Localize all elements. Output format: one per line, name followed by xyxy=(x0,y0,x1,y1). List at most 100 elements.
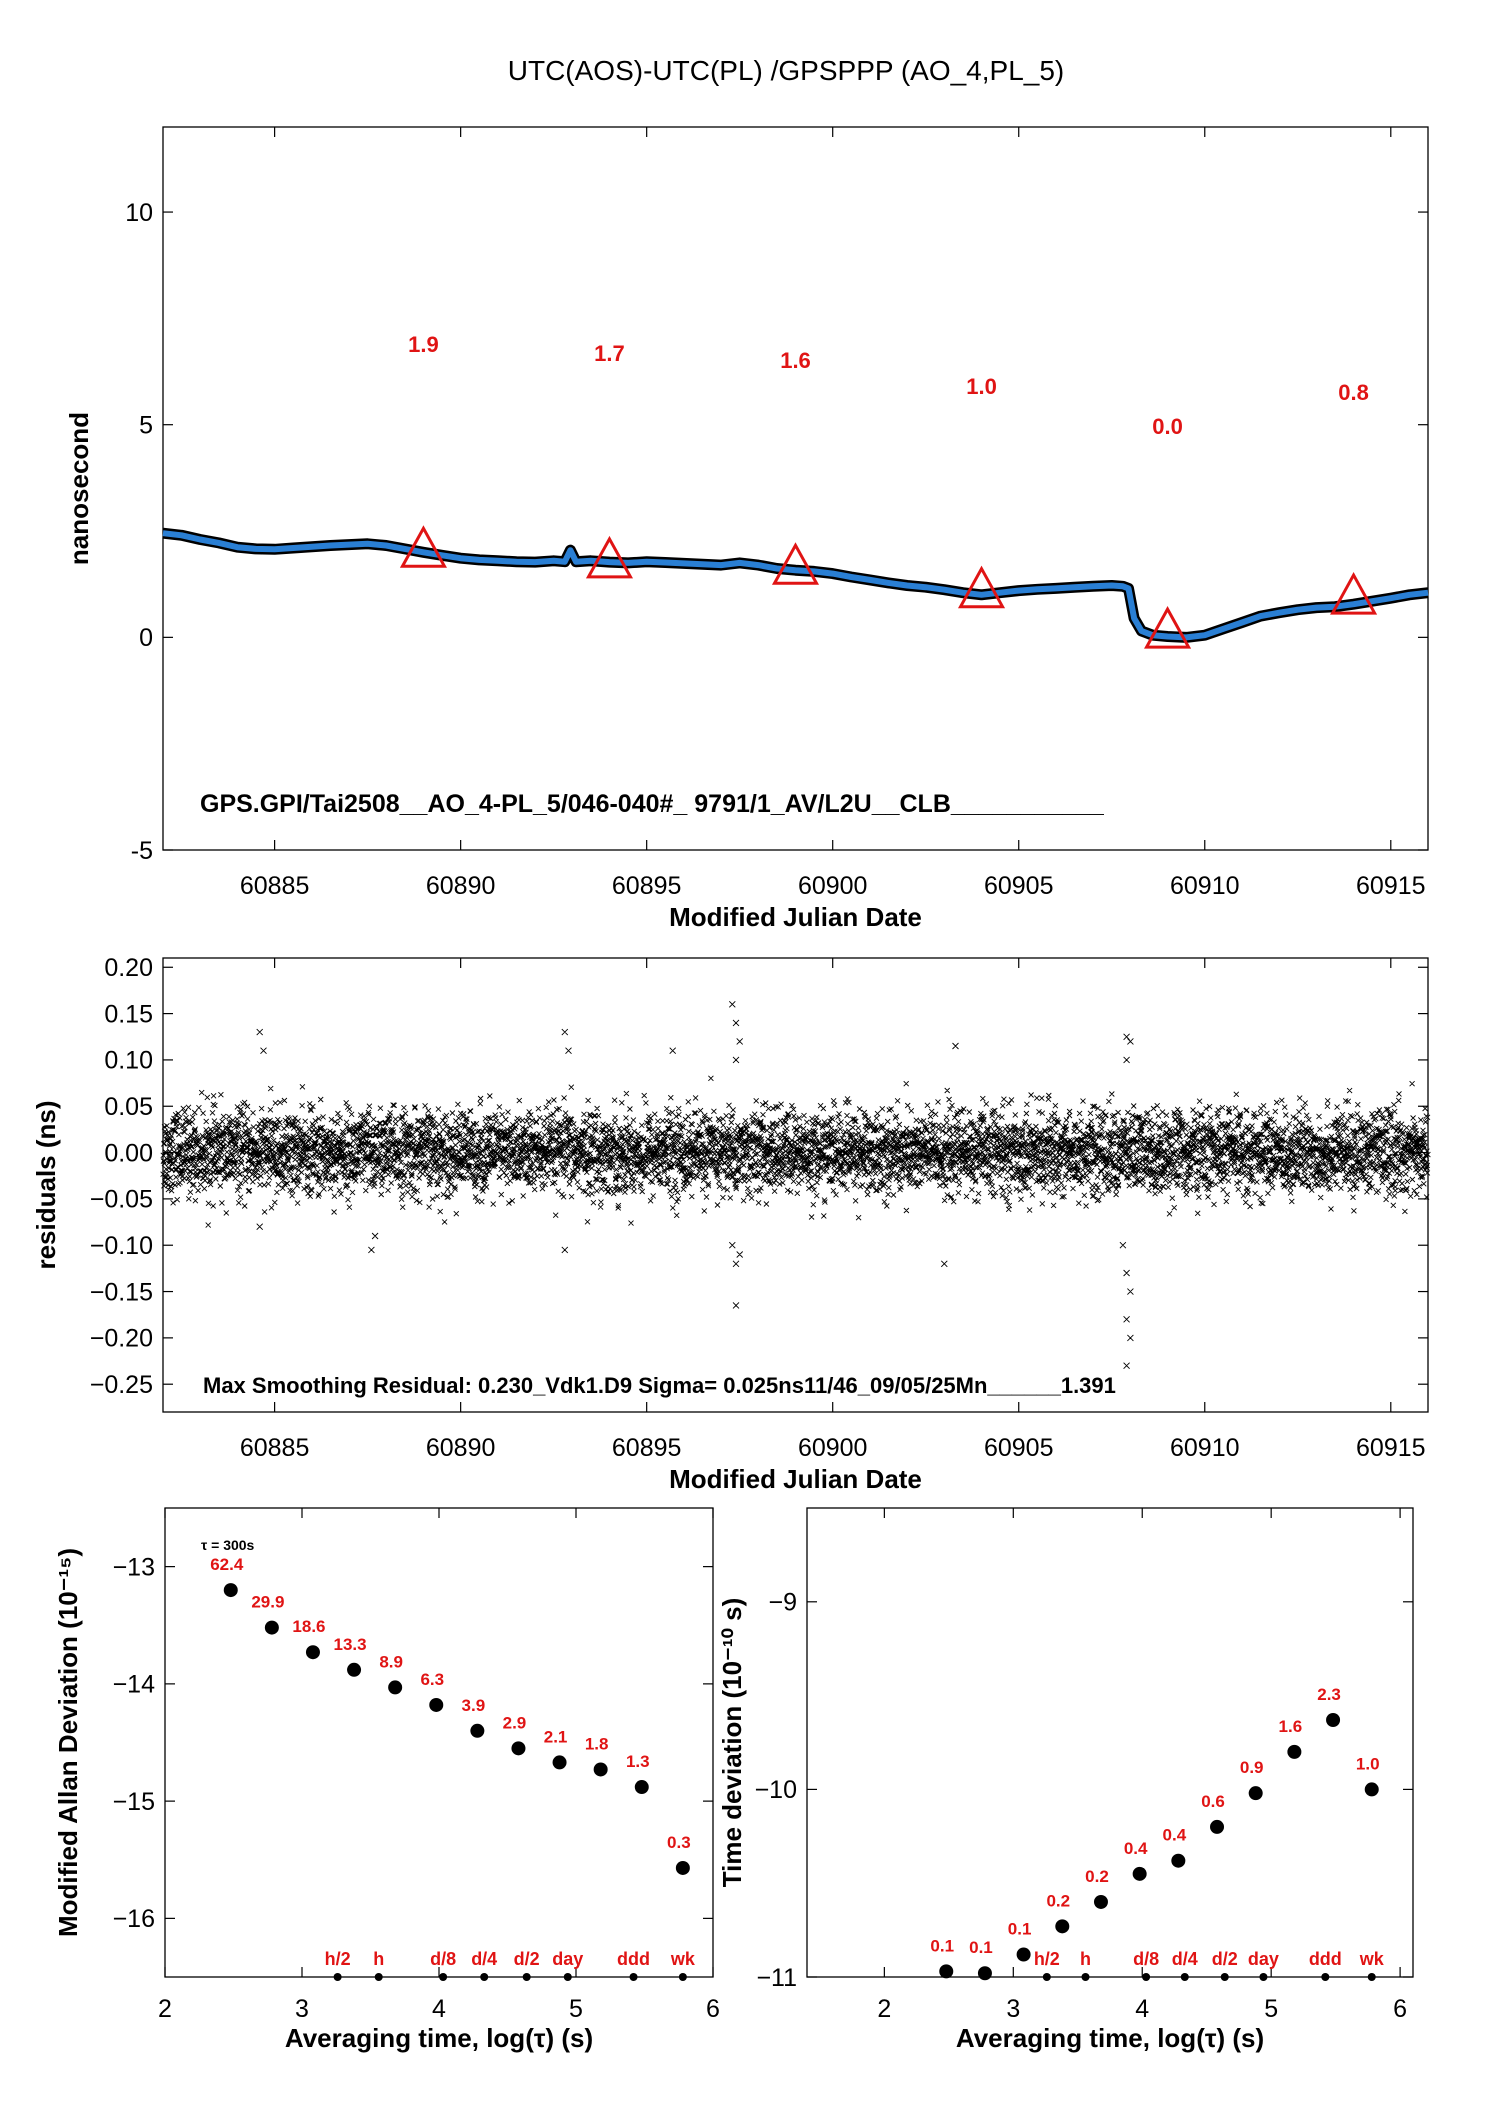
y-tick-label: −14 xyxy=(113,1671,156,1699)
time-offset-chart: 60885 60890 60895 60900 60905 60910 60915 -5 0 5 1… xyxy=(64,126,1429,932)
y-tick-label: 10 xyxy=(125,199,153,227)
y-axis-title: nanosecond xyxy=(64,412,94,565)
y-tick-label: 5 xyxy=(139,411,153,439)
plot-frame xyxy=(164,1507,714,1978)
deviation-value-label: 0.3 xyxy=(667,1833,691,1852)
deviation-value-label: 2.9 xyxy=(503,1713,527,1732)
triangle-marker xyxy=(1144,605,1192,649)
x-tick-label: 60910 xyxy=(1170,1434,1240,1462)
interval-label: ddd xyxy=(617,1949,650,1969)
y-tick-label: −0.20 xyxy=(90,1325,153,1353)
triangle-marker xyxy=(585,535,634,579)
residual-points xyxy=(160,1000,1431,1370)
y-tick-label: 0.00 xyxy=(104,1139,153,1167)
deviation-point xyxy=(593,1762,608,1777)
interval-marker xyxy=(1321,1973,1330,1981)
x-tick-label: 6 xyxy=(706,1995,720,2023)
plot-frame xyxy=(806,1507,1414,1978)
deviation-value-label: 0.2 xyxy=(1085,1867,1109,1886)
deviation-point xyxy=(675,1860,690,1875)
x-tick-label: 60895 xyxy=(612,872,682,900)
y-axis-title: Modified Allan Deviation (10⁻¹⁵) xyxy=(53,1548,83,1937)
y-tick-label: −10 xyxy=(755,1776,797,1804)
y-tick-label: −15 xyxy=(113,1788,155,1816)
interval-marker xyxy=(1142,1973,1151,1981)
interval-marker xyxy=(678,1973,687,1981)
deviation-point xyxy=(939,1964,954,1979)
x-tick-label: 3 xyxy=(295,1995,309,2023)
x-tick-label: 60905 xyxy=(984,1434,1054,1462)
marker-value-label: 1.0 xyxy=(966,374,997,399)
x-tick-label: 4 xyxy=(1135,1995,1149,2023)
interval-label: h/2 xyxy=(325,1949,351,1969)
interval-label: d/8 xyxy=(430,1949,456,1969)
deviation-point xyxy=(977,1966,992,1981)
marker-value-label: 0.8 xyxy=(1338,380,1369,405)
y-tick-label: −9 xyxy=(768,1589,797,1617)
deviation-point xyxy=(1287,1744,1302,1759)
interval-label: wk xyxy=(670,1949,696,1969)
deviation-value-label: 0.6 xyxy=(1201,1792,1225,1811)
marker-value-label: 1.7 xyxy=(594,341,625,366)
interval-marker xyxy=(480,1973,489,1981)
y-axis-title: Time deviation (10⁻¹⁰ s) xyxy=(717,1598,747,1888)
deviation-value-label: 0.1 xyxy=(1008,1919,1032,1938)
deviation-point xyxy=(511,1741,526,1756)
y-axis-title: residuals (ns) xyxy=(31,1100,61,1269)
y-tick-label: 0 xyxy=(139,624,153,652)
deviation-point xyxy=(388,1680,403,1695)
interval-label: h/2 xyxy=(1034,1949,1060,1969)
deviation-point xyxy=(1132,1866,1147,1881)
y-tick-label: −0.10 xyxy=(90,1232,153,1260)
deviation-value-label: 2.3 xyxy=(1317,1685,1341,1704)
x-tick-label: 2 xyxy=(158,1995,172,2023)
deviation-point xyxy=(1364,1782,1379,1797)
deviation-value-label: 6.3 xyxy=(420,1670,444,1689)
deviation-point xyxy=(264,1620,279,1635)
deviation-point xyxy=(1248,1786,1263,1801)
deviation-value-label: 18.6 xyxy=(292,1617,325,1636)
triangle-marker xyxy=(399,525,447,568)
deviation-point xyxy=(305,1645,320,1660)
interval-label: d/4 xyxy=(1172,1949,1198,1969)
interval-label: d/2 xyxy=(514,1949,540,1969)
interval-label: day xyxy=(552,1949,583,1969)
interval-marker xyxy=(1081,1973,1090,1981)
interval-marker xyxy=(1220,1973,1229,1981)
deviation-value-label: 1.6 xyxy=(1279,1717,1303,1736)
interval-label: ddd xyxy=(1309,1949,1342,1969)
interval-marker xyxy=(629,1973,638,1981)
triangle-marker xyxy=(957,565,1006,609)
interval-label: d/8 xyxy=(1133,1949,1159,1969)
x-axis-title: Averaging time, log(τ) (s) xyxy=(285,2023,593,2053)
interval-label: h xyxy=(373,1949,384,1969)
x-tick-label: 60890 xyxy=(426,1434,496,1462)
interval-marker xyxy=(1180,1973,1189,1981)
deviation-value-label: 3.9 xyxy=(462,1696,486,1715)
deviation-point xyxy=(1171,1853,1186,1868)
interval-marker xyxy=(333,1973,342,1981)
interval-marker xyxy=(1042,1973,1051,1981)
triangle-marker xyxy=(771,542,820,585)
interval-label: wk xyxy=(1359,1949,1385,1969)
interval-label: d/2 xyxy=(1212,1949,1238,1969)
x-tick-label: 60885 xyxy=(240,872,310,900)
x-tick-label: 2 xyxy=(877,1995,891,2023)
deviation-value-label: 0.1 xyxy=(930,1936,954,1955)
deviation-point xyxy=(1016,1947,1031,1962)
marker-value-label: 0.0 xyxy=(1152,414,1183,439)
deviation-value-label: 0.2 xyxy=(1046,1891,1070,1910)
deviation-point xyxy=(552,1755,567,1770)
marker-value-label: 1.9 xyxy=(408,332,439,357)
deviation-value-label: 29.9 xyxy=(251,1593,284,1612)
deviation-point xyxy=(1326,1712,1341,1727)
x-tick-label: 3 xyxy=(1006,1995,1020,2023)
data-source-annotation: GPS.GPI/Tai2508__AO_4-PL_5/046-040#_ 979… xyxy=(200,790,1105,818)
interval-marker xyxy=(1367,1973,1376,1981)
y-tick-label: −16 xyxy=(113,1905,155,1933)
deviation-value-label: 2.1 xyxy=(544,1727,568,1746)
deviation-value-label: 13.3 xyxy=(334,1635,367,1654)
y-tick-label: −0.15 xyxy=(90,1278,153,1306)
